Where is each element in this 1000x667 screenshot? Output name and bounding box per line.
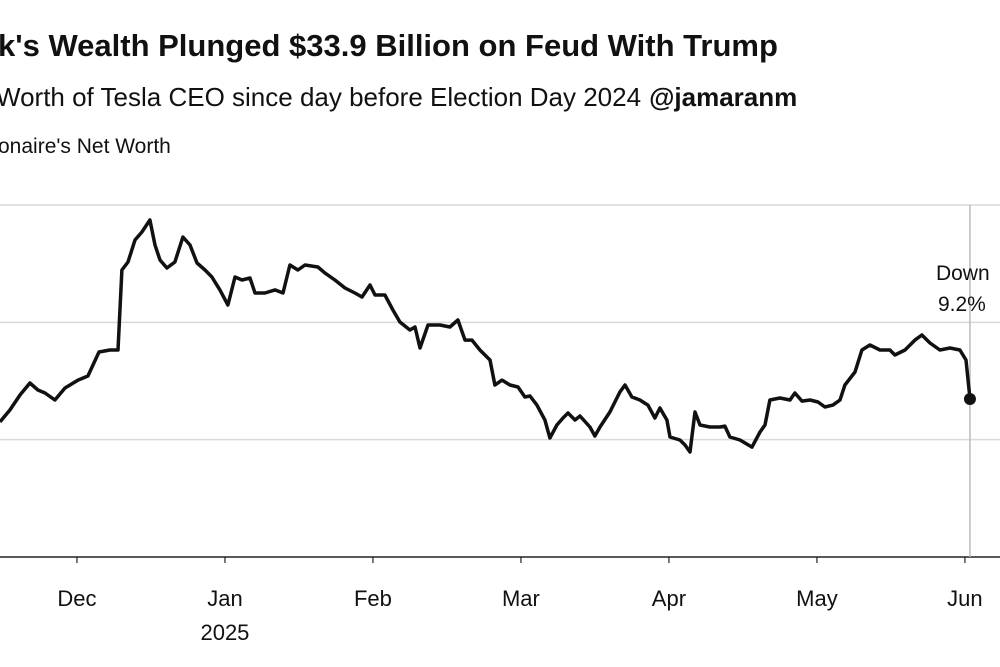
x-tick-label: Apr <box>652 586 686 611</box>
credit: @jamaranm <box>649 82 797 112</box>
x-tick-label: May <box>796 586 838 611</box>
x-tick-label: Mar <box>502 586 540 611</box>
end-point <box>963 392 976 405</box>
y-axis-label: onaire's Net Worth <box>0 135 171 158</box>
x-tick-label: Feb <box>354 586 392 611</box>
year-label: 2025 <box>200 620 249 645</box>
annotation: Down <box>936 262 990 285</box>
x-tick-label: Dec <box>57 586 96 611</box>
x-tick-label: Jan <box>207 586 242 611</box>
chart-subtitle: Worth of Tesla CEO since day before Elec… <box>0 82 797 112</box>
line-series <box>0 218 972 454</box>
chart-title: k's Wealth Plunged $33.9 Billion on Feud… <box>0 28 778 63</box>
subtitle-text: Worth of Tesla CEO since day before Elec… <box>0 82 641 112</box>
annotation: 9.2% <box>938 293 986 316</box>
x-tick-label: Jun <box>947 586 982 611</box>
